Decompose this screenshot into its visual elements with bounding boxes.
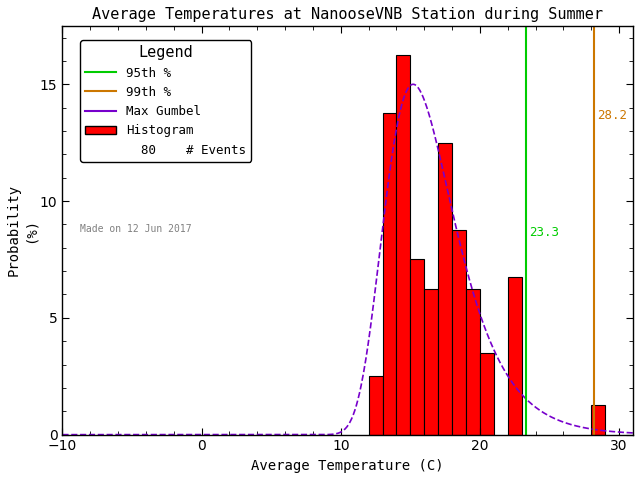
Bar: [424, 288, 438, 434]
Bar: [452, 230, 466, 434]
Bar: [383, 113, 396, 434]
Text: 28.2: 28.2: [597, 109, 627, 122]
X-axis label: Average Temperature (C): Average Temperature (C): [252, 459, 444, 473]
Title: Average Temperatures at NanooseVNB Station during Summer: Average Temperatures at NanooseVNB Stati…: [92, 7, 604, 22]
Bar: [466, 288, 480, 434]
Bar: [396, 55, 410, 434]
Bar: [508, 277, 522, 434]
Bar: [410, 260, 424, 434]
Bar: [480, 353, 494, 434]
Bar: [591, 406, 605, 434]
Bar: [369, 376, 383, 434]
Y-axis label: Probability
(%): Probability (%): [7, 184, 37, 276]
Text: Made on 12 Jun 2017: Made on 12 Jun 2017: [79, 224, 191, 234]
Bar: [438, 143, 452, 434]
Legend: 95th %, 99th %, Max Gumbel, Histogram,   80    # Events: 95th %, 99th %, Max Gumbel, Histogram, 8…: [80, 40, 252, 162]
Text: 23.3: 23.3: [529, 226, 559, 239]
